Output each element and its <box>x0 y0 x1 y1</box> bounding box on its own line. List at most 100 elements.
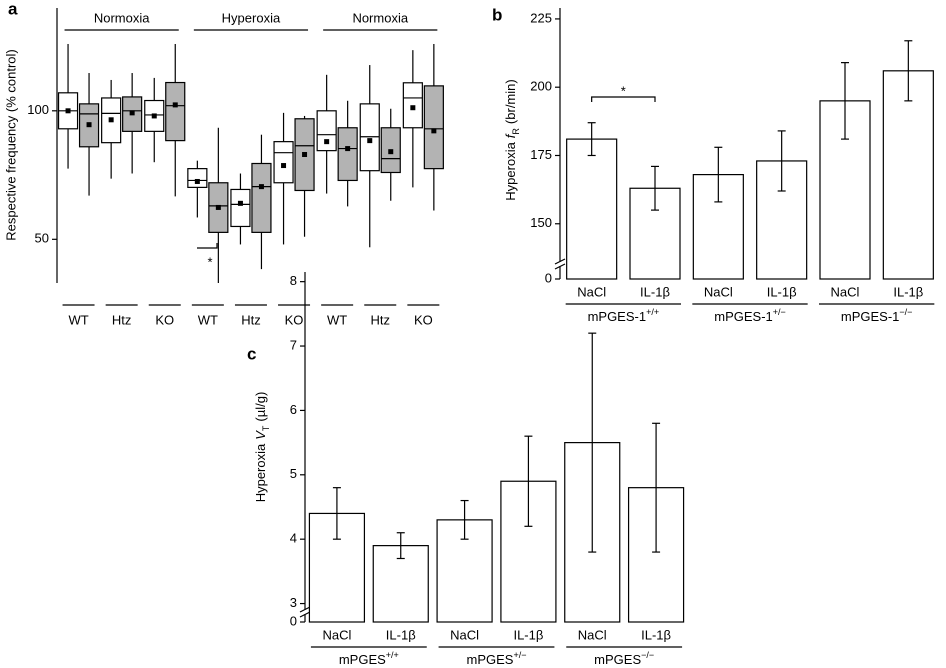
axis-break <box>554 258 566 265</box>
bar <box>566 138 618 280</box>
group-label-sup: +/+ <box>646 307 659 317</box>
group-label: mPGES-1+/+ <box>588 307 660 324</box>
mean-marker <box>237 200 243 206</box>
bar <box>882 70 934 280</box>
mean-marker <box>108 117 114 123</box>
box <box>273 141 294 184</box>
x-tick-label: KO <box>285 312 304 327</box>
panel-label: c <box>247 344 256 363</box>
y-axis-label: Hyperoxia VT (µl/g) <box>253 392 271 503</box>
panel-label: a <box>8 0 18 18</box>
mean-marker <box>431 128 437 134</box>
group-label-text: mPGES-1 <box>841 309 900 324</box>
y-label-unit: (br/min) <box>503 79 518 124</box>
x-tick-label: Htz <box>241 312 261 327</box>
annotation: * <box>207 254 212 269</box>
y-label-text: Hyperoxia <box>503 141 518 200</box>
group-label: Hyperoxia <box>222 10 281 25</box>
y-label-var: f <box>503 133 518 138</box>
axis-break <box>299 611 311 618</box>
group-label: mPGES−/− <box>594 650 654 667</box>
y-axis-label: Respective frequency (% control) <box>3 49 18 240</box>
group-label: Normoxia <box>352 10 408 25</box>
mean-marker <box>324 139 330 145</box>
mean-marker <box>367 138 373 144</box>
axis-break <box>299 606 311 613</box>
box <box>316 110 337 152</box>
box <box>251 162 272 233</box>
panel-label: b <box>492 5 502 24</box>
mean-marker <box>215 204 221 210</box>
group-label-sup: −/− <box>899 307 912 317</box>
y-tick-label: 50 <box>35 231 49 246</box>
x-tick-label: NaCl <box>704 284 733 299</box>
mean-marker <box>410 105 416 111</box>
group-label-text: mPGES <box>339 652 386 667</box>
x-tick-label: Htz <box>371 312 391 327</box>
y-tick-label: 4 <box>290 531 297 546</box>
x-tick-label: WT <box>198 312 218 327</box>
axis-break <box>554 263 566 270</box>
x-tick-label: NaCl <box>450 627 479 642</box>
x-tick-label: KO <box>155 312 174 327</box>
y-tick-label: 0 <box>545 270 552 285</box>
group-label-sup: −/− <box>641 650 654 660</box>
box <box>337 127 358 182</box>
box <box>423 85 444 170</box>
x-tick-label: KO <box>414 312 433 327</box>
mean-marker <box>281 163 287 169</box>
mean-marker <box>194 178 200 184</box>
box <box>230 188 251 228</box>
x-tick-label: IL-1β <box>386 627 416 642</box>
annotation: * <box>621 83 626 98</box>
x-tick-label: NaCl <box>322 627 351 642</box>
group-label-text: mPGES <box>594 652 641 667</box>
mean-marker <box>388 149 394 155</box>
significance-bracket <box>591 96 656 102</box>
x-tick-label: NaCl <box>831 284 860 299</box>
y-tick-label: 8 <box>290 273 297 288</box>
group-label: mPGES-1−/− <box>841 307 913 324</box>
y-tick-label: 7 <box>290 337 297 352</box>
mean-marker <box>345 146 351 152</box>
y-tick-label: 200 <box>530 79 552 94</box>
y-label-text: Hyperoxia <box>253 443 268 502</box>
x-tick-label: IL-1β <box>640 284 670 299</box>
x-tick-label: IL-1β <box>513 627 543 642</box>
x-tick-label: NaCl <box>578 627 607 642</box>
y-tick-label: 5 <box>290 466 297 481</box>
mean-marker <box>151 113 157 119</box>
y-tick-label: 6 <box>290 402 297 417</box>
mean-marker <box>258 184 264 190</box>
group-label-sup: +/− <box>773 307 786 317</box>
x-tick-label: NaCl <box>577 284 606 299</box>
group-label-sup: +/+ <box>386 650 399 660</box>
group-label-text: mPGES-1 <box>588 309 647 324</box>
y-tick-label: 3 <box>290 595 297 610</box>
y-tick-label: 175 <box>530 147 552 162</box>
y-tick-label: 150 <box>530 215 552 230</box>
group-label: mPGES+/− <box>467 650 527 667</box>
group-label-text: mPGES <box>467 652 514 667</box>
y-axis-label: Hyperoxia fR (br/min) <box>503 79 521 200</box>
mean-marker <box>129 110 135 116</box>
y-tick-label: 100 <box>27 102 49 117</box>
x-tick-label: IL-1β <box>767 284 797 299</box>
group-label: mPGES+/+ <box>339 650 399 667</box>
y-tick-label: 225 <box>530 10 552 25</box>
mean-marker <box>172 102 178 108</box>
mean-marker <box>86 122 92 128</box>
x-tick-label: IL-1β <box>893 284 923 299</box>
x-tick-label: WT <box>327 312 347 327</box>
y-label-unit: (µl/g) <box>253 392 268 422</box>
x-tick-label: WT <box>68 312 88 327</box>
mean-marker <box>65 108 71 114</box>
y-label-sub: R <box>511 128 521 135</box>
box <box>165 81 186 142</box>
group-label: Normoxia <box>94 10 150 25</box>
y-label-sub: T <box>261 425 271 431</box>
y-tick-label: 0 <box>290 613 297 628</box>
mean-marker <box>302 151 308 157</box>
group-label-text: mPGES-1 <box>714 309 773 324</box>
